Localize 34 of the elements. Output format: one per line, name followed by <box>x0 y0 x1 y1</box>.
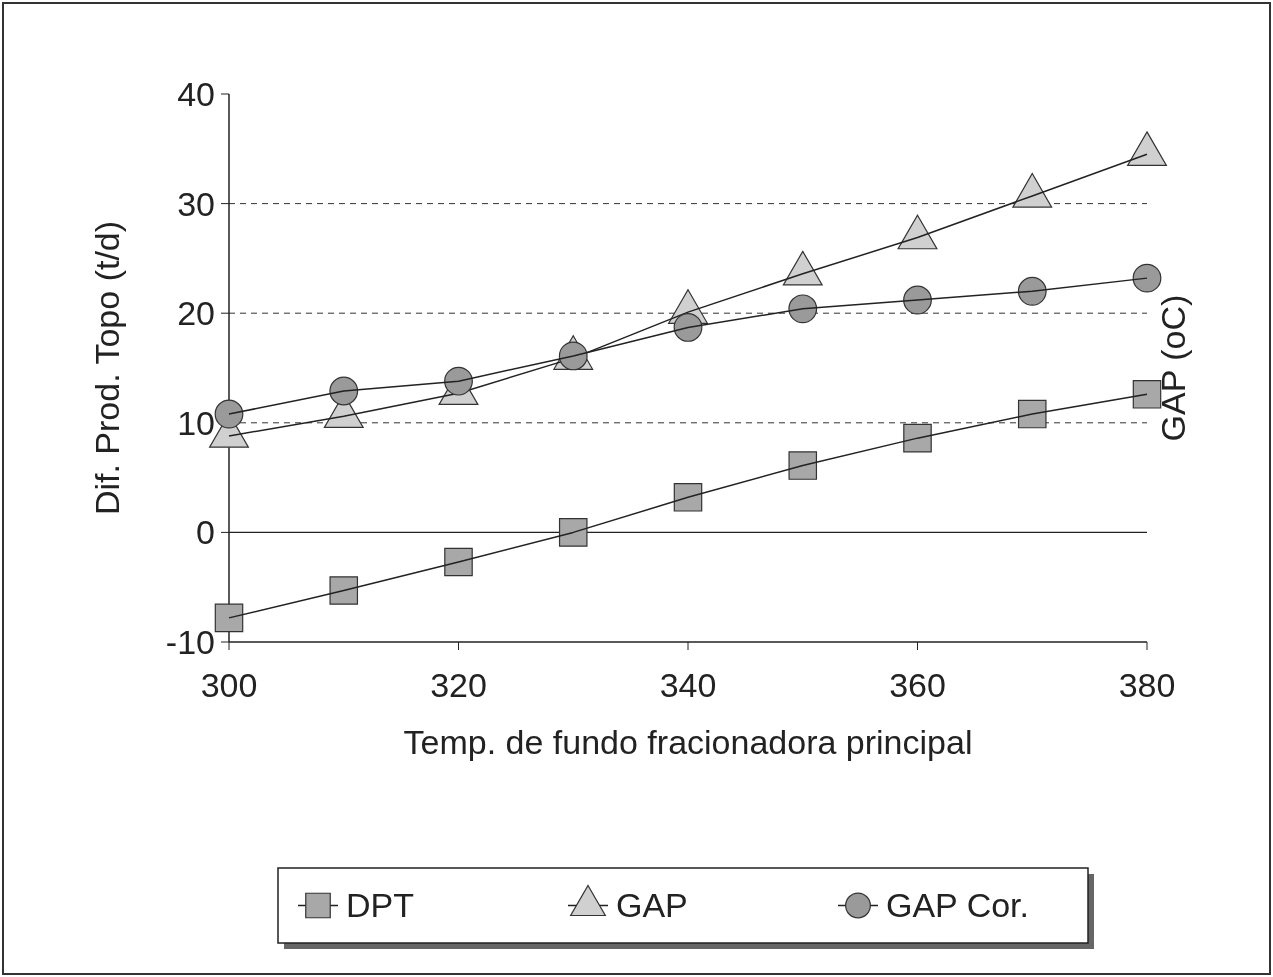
x-tick-label: 360 <box>889 666 946 704</box>
point <box>903 423 932 453</box>
y-tick-label: 0 <box>196 513 215 552</box>
point <box>329 376 359 406</box>
x-tick-label: 380 <box>1118 666 1176 704</box>
legend-label: GAP Cor. <box>886 886 1029 925</box>
y-tick-label: 10 <box>177 403 215 442</box>
point <box>444 366 473 396</box>
point <box>788 294 818 324</box>
point <box>329 576 359 605</box>
point <box>214 603 244 633</box>
point <box>1132 263 1162 293</box>
y-tick-label: -10 <box>165 622 215 661</box>
y-axis-title: Dif. Prod. Topo (t/d) <box>88 220 126 516</box>
point <box>673 483 703 512</box>
point <box>214 399 244 429</box>
point <box>1017 399 1047 429</box>
legend-label: GAP <box>616 886 688 925</box>
point <box>1132 380 1162 409</box>
y-tick-label: 30 <box>177 184 215 223</box>
point <box>903 285 932 315</box>
point <box>444 547 473 577</box>
point <box>673 313 703 342</box>
point <box>788 451 818 480</box>
point <box>558 518 588 547</box>
x-axis-title: Temp. de fundo fracionadora principal <box>403 723 973 761</box>
point <box>1017 276 1047 306</box>
y-tick-label: 40 <box>177 74 215 113</box>
x-tick-label: 300 <box>200 666 258 704</box>
legend-label: DPT <box>346 886 414 925</box>
x-tick-label: 320 <box>430 666 487 704</box>
y2-axis-title: GAP (oC) <box>1154 294 1192 442</box>
y-tick-label: 20 <box>177 294 215 333</box>
x-tick-label: 340 <box>659 666 717 704</box>
